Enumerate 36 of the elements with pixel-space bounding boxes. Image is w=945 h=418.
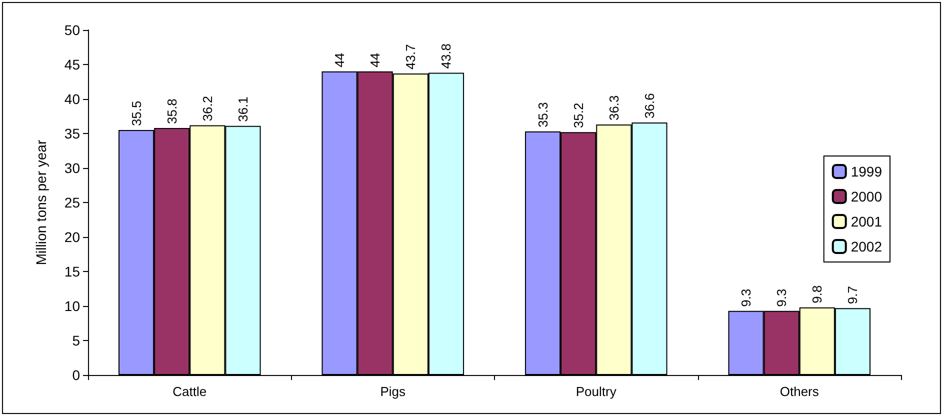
data-label: 35.3 [535, 102, 550, 128]
x-tick-label: Poultry [576, 384, 617, 399]
data-label: 43.8 [438, 43, 454, 69]
data-label: 9.8 [810, 285, 825, 304]
data-label: 36.1 [235, 96, 250, 122]
y-tick-label: 50 [64, 22, 80, 38]
data-label: 9.3 [738, 288, 754, 307]
data-label: 35.8 [164, 98, 180, 124]
y-tick-label: 5 [72, 332, 80, 348]
x-tick-label: Cattle [172, 384, 207, 399]
y-tick-label: 0 [72, 367, 80, 383]
data-label: 36.6 [642, 93, 657, 118]
y-tick-label: 40 [64, 91, 80, 107]
data-label: 36.2 [200, 96, 215, 122]
y-tick-label: 10 [64, 298, 80, 314]
legend-label: 2002 [850, 238, 882, 254]
y-tick-label: 35 [64, 126, 80, 142]
y-tick-label: 15 [64, 264, 80, 280]
data-label: 9.7 [845, 286, 860, 304]
legend-label: 1999 [850, 164, 882, 180]
data-label: 35.2 [570, 102, 586, 128]
data-label: 9.3 [774, 288, 790, 307]
x-tick-label: Others [780, 384, 820, 399]
legend-label: 2000 [850, 188, 882, 204]
y-tick-label: 20 [64, 229, 80, 245]
data-label: 35.5 [128, 100, 144, 126]
x-tick-label: Pigs [380, 384, 406, 399]
y-tick-label: 45 [64, 56, 80, 72]
y-tick-label: 25 [64, 194, 80, 210]
legend-label: 2001 [850, 214, 882, 230]
y-axis-title: Million tons per year [33, 140, 49, 266]
data-label: 36.3 [606, 95, 622, 121]
data-label: 44 [368, 52, 383, 68]
y-tick-label: 30 [64, 160, 80, 176]
data-label: 44 [332, 52, 348, 68]
data-label: 43.7 [403, 44, 418, 70]
